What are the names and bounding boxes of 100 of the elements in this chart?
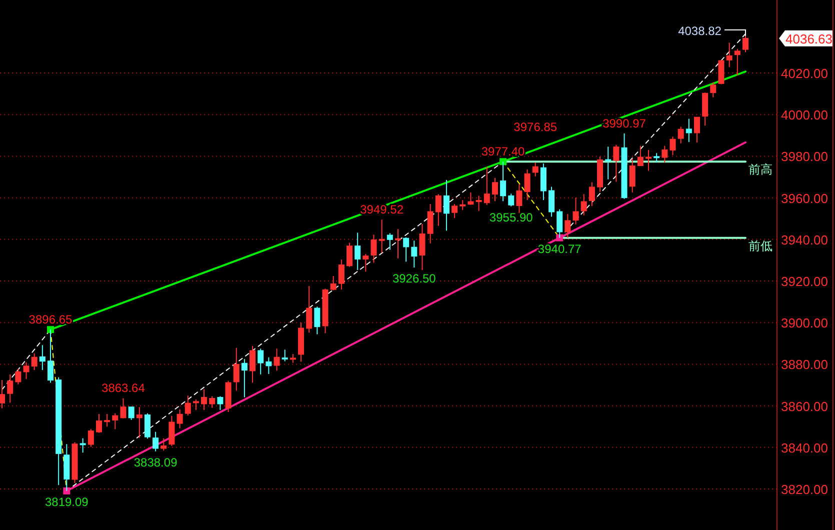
candlestick <box>443 179 450 232</box>
candlestick <box>484 166 490 206</box>
y-tick-label: 4000.00 <box>781 108 828 123</box>
candlestick <box>184 395 191 416</box>
candlestick <box>662 145 668 163</box>
candlestick <box>516 184 522 214</box>
candlestick <box>338 259 344 290</box>
annotation: 3838.09 <box>134 455 178 470</box>
candlestick <box>710 82 716 98</box>
candlestick <box>258 348 264 375</box>
candlestick <box>378 219 385 254</box>
annotation: 3819.09 <box>44 494 89 509</box>
candlestick <box>15 368 22 385</box>
candlestick <box>686 118 692 143</box>
y-tick-label: 3900.00 <box>781 316 828 331</box>
candlestick <box>694 116 700 143</box>
series-label: 前高 <box>748 162 772 177</box>
point <box>63 487 70 494</box>
candlestick <box>80 438 86 454</box>
candlestick <box>386 232 393 250</box>
candlestick <box>160 438 167 452</box>
candlestick <box>128 406 134 420</box>
candlestick <box>427 204 434 244</box>
candlestick <box>435 194 442 226</box>
annotation: 3940.77 <box>538 242 582 256</box>
candlestick <box>370 234 377 264</box>
annotation: 3863.64 <box>102 381 146 396</box>
y-tick-label: 3820.00 <box>781 482 828 498</box>
candlestick <box>112 412 118 430</box>
candlestick <box>654 152 660 163</box>
candlestick <box>176 408 183 429</box>
annotation: 3955.90 <box>489 210 534 224</box>
candlestick <box>492 177 498 202</box>
annotation: 4038.82 <box>678 24 722 38</box>
series-label: 前低 <box>748 238 772 253</box>
candlestick <box>144 412 150 440</box>
candlestick <box>394 228 401 259</box>
candlestick <box>411 240 418 268</box>
candlestick <box>508 193 514 207</box>
candlestick <box>7 374 14 404</box>
candlestick <box>39 344 46 371</box>
candlestick <box>702 92 708 126</box>
candlestick <box>532 162 538 177</box>
candlestick <box>330 276 336 291</box>
candlestick <box>274 348 280 372</box>
candlestick <box>233 347 240 392</box>
candlestick <box>362 253 369 272</box>
candlestick <box>31 352 38 371</box>
y-tick-label: 3840.00 <box>781 440 828 456</box>
candlestick <box>346 242 353 268</box>
candlestick <box>96 413 102 434</box>
annotation: 3990.97 <box>602 116 646 130</box>
y-tick-label: 3920.00 <box>781 274 828 290</box>
candlestick <box>460 200 466 211</box>
annotation: 3977.40 <box>481 144 526 159</box>
candlestick <box>403 236 410 262</box>
candlestick <box>354 232 361 270</box>
y-tick-label: 3880.00 <box>781 357 828 372</box>
point <box>47 326 54 334</box>
candlestick <box>152 431 159 452</box>
candlestick <box>646 149 652 172</box>
annotation: 3926.50 <box>392 271 436 286</box>
candlestick <box>742 33 748 53</box>
candlestick <box>0 380 6 409</box>
candlestick <box>282 349 288 362</box>
candlestick <box>580 194 587 216</box>
candlestick <box>250 345 256 384</box>
candlestick <box>168 415 175 446</box>
candlestick <box>88 428 94 448</box>
y-tick-label: 3940.00 <box>781 232 828 248</box>
candlestick <box>468 192 474 206</box>
candlestick <box>241 358 248 398</box>
candlestick <box>588 182 595 207</box>
candlestick <box>104 413 110 428</box>
y-tick-label: 3860.00 <box>781 398 828 414</box>
candlestick <box>613 144 620 182</box>
y-tick-label: 4020.00 <box>781 66 828 82</box>
candlestick <box>314 306 320 335</box>
candlestick <box>678 126 684 144</box>
candlestick <box>192 399 199 410</box>
candlestick <box>23 362 30 380</box>
annotation: 3896.65 <box>28 312 73 327</box>
candlestick <box>524 169 530 201</box>
candlestick <box>572 197 579 225</box>
text: 4036.63 <box>786 31 832 46</box>
candlestick <box>266 356 272 374</box>
candlestick <box>605 146 612 180</box>
point <box>556 234 564 242</box>
point <box>500 158 507 166</box>
candlestick <box>726 42 732 68</box>
candlestick <box>540 162 546 201</box>
candlestick <box>637 145 644 166</box>
candlestick <box>564 214 571 238</box>
candlestick <box>201 388 208 410</box>
y-tick-label: 3960.00 <box>781 190 828 206</box>
candlestick <box>670 136 676 156</box>
candlestick <box>452 204 458 218</box>
candlestick <box>306 286 312 334</box>
candlestick <box>217 396 224 410</box>
candlestick <box>209 396 216 408</box>
